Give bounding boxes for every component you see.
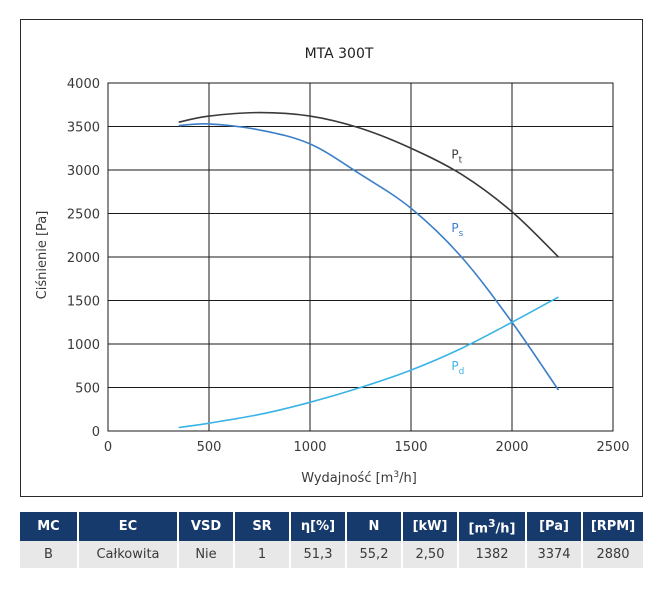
header-efficiency: η[%]	[290, 512, 347, 541]
x-axis-label: Wydajność [m3/h]	[301, 470, 417, 486]
table-header-row: MC EC VSD SR η[%] N [kW] [m3/h] [Pa] [RP…	[20, 512, 643, 541]
cell-mc: B	[20, 541, 79, 568]
y-tick-label: 2000	[67, 251, 100, 266]
cell-sr: 1	[234, 541, 291, 568]
y-tick-label: 2500	[67, 208, 100, 223]
cell-n: 55,2	[346, 541, 403, 568]
x-tick-label: 500	[197, 440, 222, 455]
y-tick-label: 1000	[67, 338, 100, 353]
cell-rpm: 2880	[582, 541, 643, 568]
pressure-chart: Pt Ps Pd 0 500 1000 1500 2000 2500 0 500 1000 1500 2…	[35, 46, 630, 486]
header-rpm: [RPM]	[582, 512, 643, 541]
spec-table: MC EC VSD SR η[%] N [kW] [m3/h] [Pa] [RP…	[20, 512, 643, 568]
x-tick-label: 1500	[394, 440, 427, 455]
y-tick-label: 500	[75, 382, 100, 397]
chart-title: MTA 300T	[305, 46, 374, 62]
header-mc: MC	[20, 512, 79, 541]
cell-ec: Całkowita	[78, 541, 179, 568]
cell-flow: 1382	[458, 541, 527, 568]
x-tick-label: 1000	[293, 440, 326, 455]
header-pa: [Pa]	[526, 512, 583, 541]
y-tick-label: 3000	[67, 164, 100, 179]
y-tick-label: 0	[92, 425, 100, 440]
chart-frame: Pt Ps Pd 0 500 1000 1500 2000 2500 0 500 1000 1500 2…	[20, 19, 643, 497]
cell-pa: 3374	[526, 541, 583, 568]
table-row: B Całkowita Nie 1 51,3 55,2 2,50 1382 33…	[20, 541, 643, 568]
series-ps-line	[178, 122, 560, 391]
series-pd-line	[178, 296, 559, 429]
header-vsd: VSD	[178, 512, 235, 541]
y-axis-label: Ciśnienie [Pa]	[35, 211, 50, 300]
y-tick-label: 4000	[67, 77, 100, 92]
header-kw: [kW]	[402, 512, 459, 541]
series-pt-label: Pt	[451, 148, 462, 166]
x-tick-label: 2500	[596, 440, 629, 455]
header-sr: SR	[234, 512, 291, 541]
header-n: N	[346, 512, 403, 541]
header-ec: EC	[78, 512, 179, 541]
series-pd-label: Pd	[451, 359, 464, 377]
y-tick-label: 3500	[67, 121, 100, 136]
cell-kw: 2,50	[402, 541, 459, 568]
cell-efficiency: 51,3	[290, 541, 347, 568]
y-tick-label: 1500	[67, 295, 100, 310]
cell-vsd: Nie	[178, 541, 235, 568]
x-tick-label: 0	[104, 440, 112, 455]
series-ps-label: Ps	[451, 221, 463, 239]
x-tick-label: 2000	[495, 440, 528, 455]
header-flow: [m3/h]	[458, 512, 527, 541]
series-pt-line	[178, 111, 560, 258]
